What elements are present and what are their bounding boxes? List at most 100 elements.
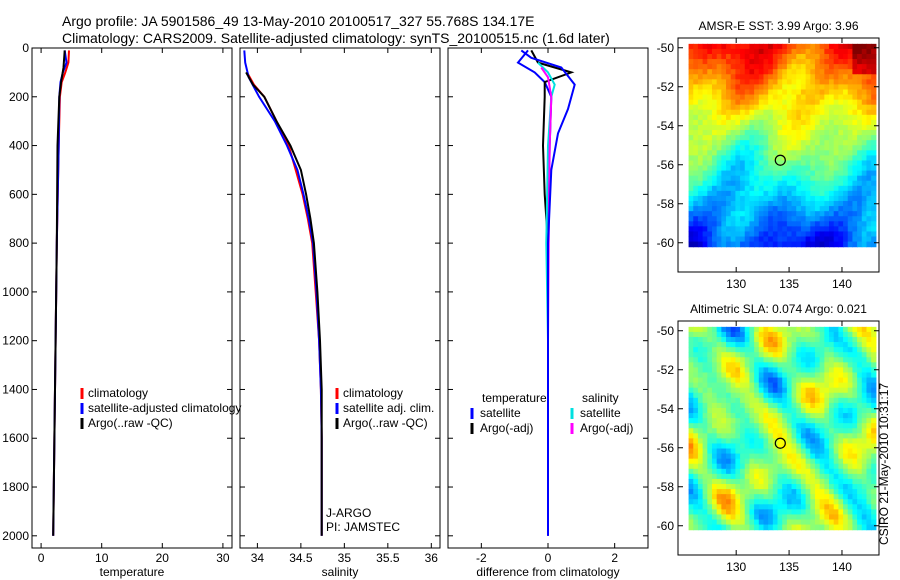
- heat-cell: [861, 160, 868, 167]
- heat-cell: [688, 362, 694, 369]
- heat-cell: [838, 155, 844, 162]
- heat-cell: [772, 519, 779, 526]
- heat-cell: [852, 458, 858, 465]
- heat-cell: [697, 448, 704, 455]
- heat-cell: [866, 48, 872, 55]
- heat-cell: [871, 221, 877, 227]
- heat-cell: [847, 484, 854, 490]
- heat-cell: [805, 331, 811, 338]
- heat-cell: [697, 397, 704, 404]
- heat-cell: [768, 190, 774, 197]
- heat-cell: [871, 150, 877, 156]
- heat-cell: [711, 473, 718, 480]
- heat-cell: [800, 130, 807, 136]
- heat-cell: [749, 458, 755, 465]
- heat-cell: [730, 124, 736, 131]
- heat-cell: [768, 423, 774, 429]
- heat-cell: [843, 175, 849, 182]
- heat-cell: [796, 226, 802, 233]
- profile-location-marker: [774, 154, 786, 166]
- heat-cell: [768, 160, 774, 167]
- heat-cell: [852, 180, 858, 187]
- heat-cell: [768, 336, 774, 343]
- heat-cell: [721, 180, 727, 187]
- heat-cell: [716, 473, 722, 480]
- heat-cell: [711, 519, 718, 526]
- heat-cell: [866, 367, 872, 374]
- heat-cell: [833, 165, 839, 172]
- heat-cell: [697, 504, 704, 510]
- heat-cell: [721, 402, 727, 409]
- heat-cell: [693, 130, 699, 136]
- heat-cell: [749, 402, 755, 409]
- heat-cell: [861, 135, 868, 141]
- heat-cell: [758, 114, 765, 121]
- heat-cell: [786, 448, 793, 455]
- heat-cell: [800, 438, 807, 445]
- heat-cell: [824, 150, 830, 156]
- heat-cell: [702, 160, 708, 167]
- heat-cell: [829, 489, 835, 495]
- heat-cell: [702, 140, 708, 146]
- heat-cell: [777, 514, 783, 521]
- heat-cell: [693, 43, 699, 50]
- heat-cell: [791, 135, 797, 141]
- heat-cell: [800, 352, 807, 358]
- heat-cell: [744, 504, 751, 510]
- heat-cell: [847, 397, 854, 404]
- x-tick-label: -2: [476, 551, 487, 565]
- heat-cell: [693, 135, 699, 141]
- heat-cell: [796, 377, 802, 384]
- heat-cell: [843, 357, 849, 363]
- heat-cell: [735, 109, 741, 116]
- heat-cell: [754, 453, 760, 460]
- heat-cell: [800, 357, 807, 363]
- heat-cell: [744, 150, 751, 156]
- heat-cell: [843, 195, 849, 202]
- heat-cell: [754, 407, 760, 414]
- heat-cell: [697, 236, 704, 243]
- heat-cell: [852, 433, 858, 439]
- heat-cell: [852, 382, 858, 389]
- heat-cell: [800, 94, 807, 101]
- heat-cell: [819, 494, 825, 500]
- heat-cell: [866, 206, 872, 212]
- heat-cell: [843, 190, 849, 197]
- heat-cell: [768, 94, 774, 101]
- heat-cell: [861, 372, 868, 379]
- heat-cell: [791, 74, 797, 80]
- heat-cell: [838, 241, 844, 248]
- heat-cell: [697, 326, 704, 333]
- heat-cell: [735, 84, 741, 91]
- heat-cell: [758, 104, 765, 111]
- heat-cell: [758, 140, 765, 146]
- heat-cell: [857, 367, 863, 374]
- heat-cell: [829, 463, 835, 470]
- heat-cell: [838, 84, 844, 91]
- heat-cell: [777, 509, 783, 516]
- heat-cell: [871, 433, 877, 439]
- heat-cell: [730, 180, 736, 187]
- heat-cell: [758, 336, 765, 343]
- heat-cell: [721, 226, 727, 233]
- heat-cell: [697, 124, 704, 131]
- heat-cell: [805, 484, 811, 490]
- heat-cell: [819, 331, 825, 338]
- heat-cell: [749, 74, 755, 80]
- heat-cell: [805, 347, 811, 353]
- heat-cell: [843, 514, 849, 521]
- heat-cell: [716, 402, 722, 409]
- heat-cell: [833, 201, 839, 207]
- y-tick-label: -56: [657, 441, 675, 455]
- heat-cell: [786, 468, 793, 475]
- heat-cell: [702, 231, 708, 238]
- heat-cell: [707, 241, 713, 248]
- heat-cell: [702, 382, 708, 389]
- heat-cell: [796, 372, 802, 379]
- heat-cell: [693, 387, 699, 394]
- heat-cell: [702, 206, 708, 212]
- heat-cell: [711, 99, 718, 106]
- heat-cell: [744, 104, 751, 111]
- heat-cell: [857, 226, 863, 233]
- heat-cell: [838, 524, 844, 531]
